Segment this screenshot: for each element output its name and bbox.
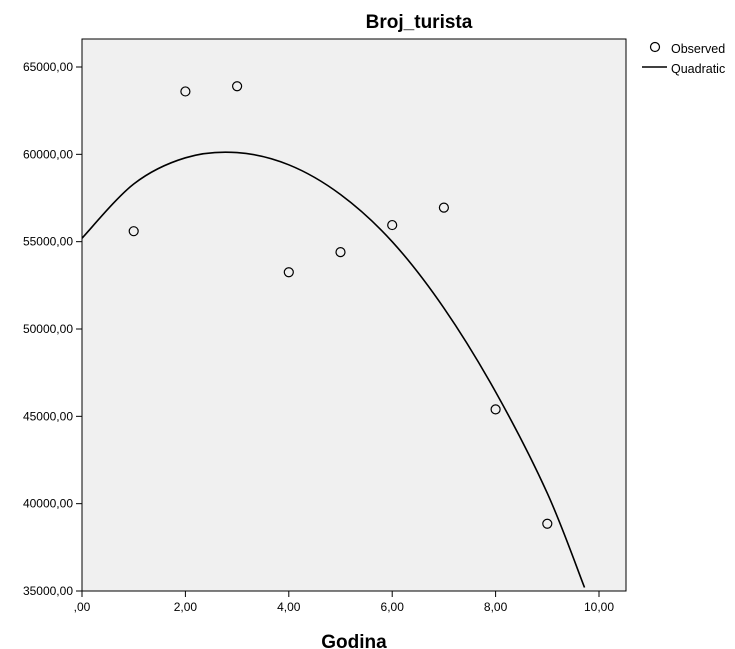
- legend: Observed Quadratic: [642, 41, 725, 76]
- observed-point: [490, 404, 501, 415]
- quadratic-curve: [82, 151, 586, 588]
- observed-point: [128, 226, 139, 237]
- x-tick-label: ,00: [74, 600, 91, 614]
- observed-point: [335, 247, 346, 258]
- observed-point: [542, 518, 553, 529]
- y-tick-label: 65000,00: [23, 60, 73, 74]
- x-tick-label: 10,00: [584, 600, 614, 614]
- x-tick-label: 2,00: [174, 600, 198, 614]
- x-tick-label: 4,00: [277, 600, 301, 614]
- plot-area: [81, 38, 627, 592]
- x-axis: ,00 2,00 4,00 6,00 8,00 10,00: [74, 591, 614, 614]
- observed-point: [283, 267, 294, 278]
- y-tick-label: 55000,00: [23, 235, 73, 249]
- y-axis: 35000,00 40000,00 45000,00 50000,00 55000,00…: [23, 60, 82, 598]
- observed-point: [180, 86, 191, 97]
- legend-quadratic-label: Quadratic: [671, 62, 725, 76]
- legend-observed-label: Observed: [671, 42, 725, 56]
- legend-observed-marker: [649, 41, 661, 53]
- x-tick-label: 8,00: [484, 600, 508, 614]
- chart-title: Broj_turista: [366, 12, 473, 33]
- observed-point: [387, 219, 398, 231]
- y-tick-label: 50000,00: [23, 322, 73, 336]
- plot-content: [82, 81, 586, 588]
- y-tick-label: 45000,00: [23, 409, 73, 423]
- observed-point: [438, 202, 449, 213]
- x-axis-title: Godina: [321, 632, 387, 649]
- y-tick-label: 40000,00: [23, 497, 73, 511]
- observed-point: [232, 81, 243, 92]
- y-tick-label: 35000,00: [23, 584, 73, 598]
- y-tick-label: 60000,00: [23, 147, 73, 161]
- x-tick-label: 6,00: [381, 600, 405, 614]
